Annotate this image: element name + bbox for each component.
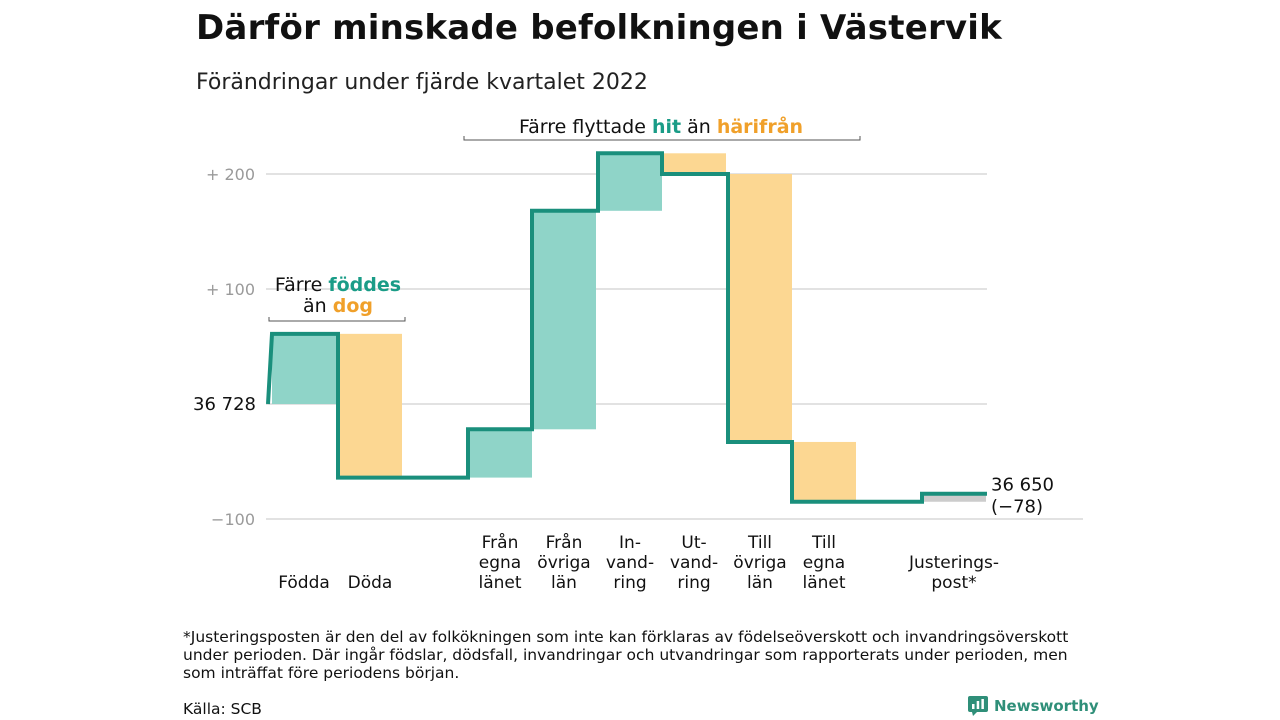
category-label: egna bbox=[803, 553, 845, 573]
newsworthy-logo: Newsworthy bbox=[968, 696, 1099, 716]
bar-1 bbox=[338, 333, 402, 478]
category-label: Ut- bbox=[681, 533, 706, 553]
bar-3 bbox=[532, 210, 596, 430]
end-value-label: 36 650 bbox=[991, 475, 1054, 496]
category-label: Döda bbox=[348, 573, 393, 593]
category-label: övriga bbox=[537, 553, 590, 573]
category-label: vand- bbox=[670, 553, 718, 573]
category-label: övriga bbox=[733, 553, 786, 573]
moves-bracket bbox=[463, 136, 861, 141]
category-label: Från bbox=[546, 532, 583, 553]
bar-7 bbox=[792, 441, 856, 502]
births-bracket bbox=[268, 317, 406, 322]
page-title: Därför minskade befolkningen i Västervik bbox=[196, 8, 1002, 48]
category-label: ring bbox=[613, 573, 646, 593]
births-annotation-line1: Färre föddes bbox=[275, 274, 401, 296]
bar-8 bbox=[922, 493, 986, 502]
end-change-label: (−78) bbox=[991, 497, 1043, 518]
bar-4 bbox=[598, 153, 662, 211]
category-label: Till bbox=[811, 533, 836, 553]
category-label: länet bbox=[802, 573, 845, 593]
category-label: Från bbox=[482, 532, 519, 553]
population-step-line bbox=[266, 151, 987, 504]
category-label: vand- bbox=[606, 553, 654, 573]
footnote: *Justeringsposten är den del av folkökni… bbox=[183, 628, 1069, 682]
start-value-label: 36 728 bbox=[193, 394, 256, 415]
category-label: län bbox=[551, 573, 577, 593]
bar-2 bbox=[468, 429, 532, 478]
category-label: Till bbox=[747, 533, 772, 553]
bar-5 bbox=[662, 153, 726, 174]
category-label: In- bbox=[619, 533, 641, 553]
category-label: Justerings- bbox=[908, 553, 999, 573]
category-label: Födda bbox=[278, 573, 330, 593]
y-tick-label: −100 bbox=[211, 510, 255, 529]
newsworthy-logo-icon bbox=[968, 696, 988, 716]
births-annotation-line2: än dog bbox=[303, 295, 373, 317]
newsworthy-logo-text: Newsworthy bbox=[994, 697, 1099, 715]
category-label: län bbox=[747, 573, 773, 593]
category-label: ring bbox=[677, 573, 710, 593]
category-label: egna bbox=[479, 553, 521, 573]
bar-0 bbox=[272, 333, 336, 404]
moves-annotation: Färre flyttade hit än härifrån bbox=[519, 114, 803, 138]
y-tick-label: + 100 bbox=[206, 280, 255, 299]
bar-6 bbox=[728, 174, 792, 442]
source-label: Källa: SCB bbox=[183, 700, 262, 718]
category-label: post* bbox=[931, 573, 976, 593]
y-tick-label: + 200 bbox=[206, 165, 255, 184]
page-subtitle: Förändringar under fjärde kvartalet 2022 bbox=[196, 70, 648, 95]
category-label: länet bbox=[478, 573, 521, 593]
